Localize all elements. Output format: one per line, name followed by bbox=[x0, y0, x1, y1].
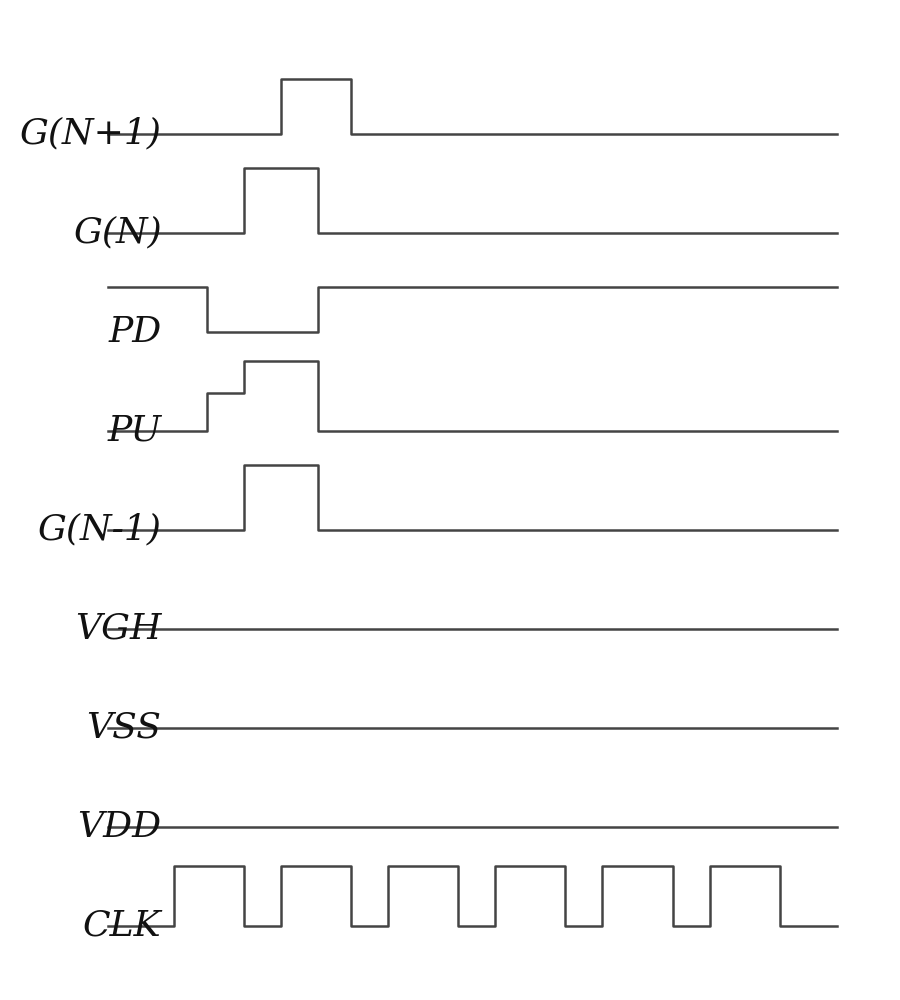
Text: PU: PU bbox=[107, 414, 161, 448]
Text: CLK: CLK bbox=[83, 909, 161, 943]
Text: VGH: VGH bbox=[75, 612, 161, 646]
Text: G(N+1): G(N+1) bbox=[20, 117, 161, 151]
Text: G(N): G(N) bbox=[73, 216, 161, 250]
Text: VDD: VDD bbox=[77, 810, 161, 844]
Text: G(N-1): G(N-1) bbox=[38, 513, 161, 547]
Text: VSS: VSS bbox=[86, 711, 161, 745]
Text: PD: PD bbox=[108, 315, 161, 349]
